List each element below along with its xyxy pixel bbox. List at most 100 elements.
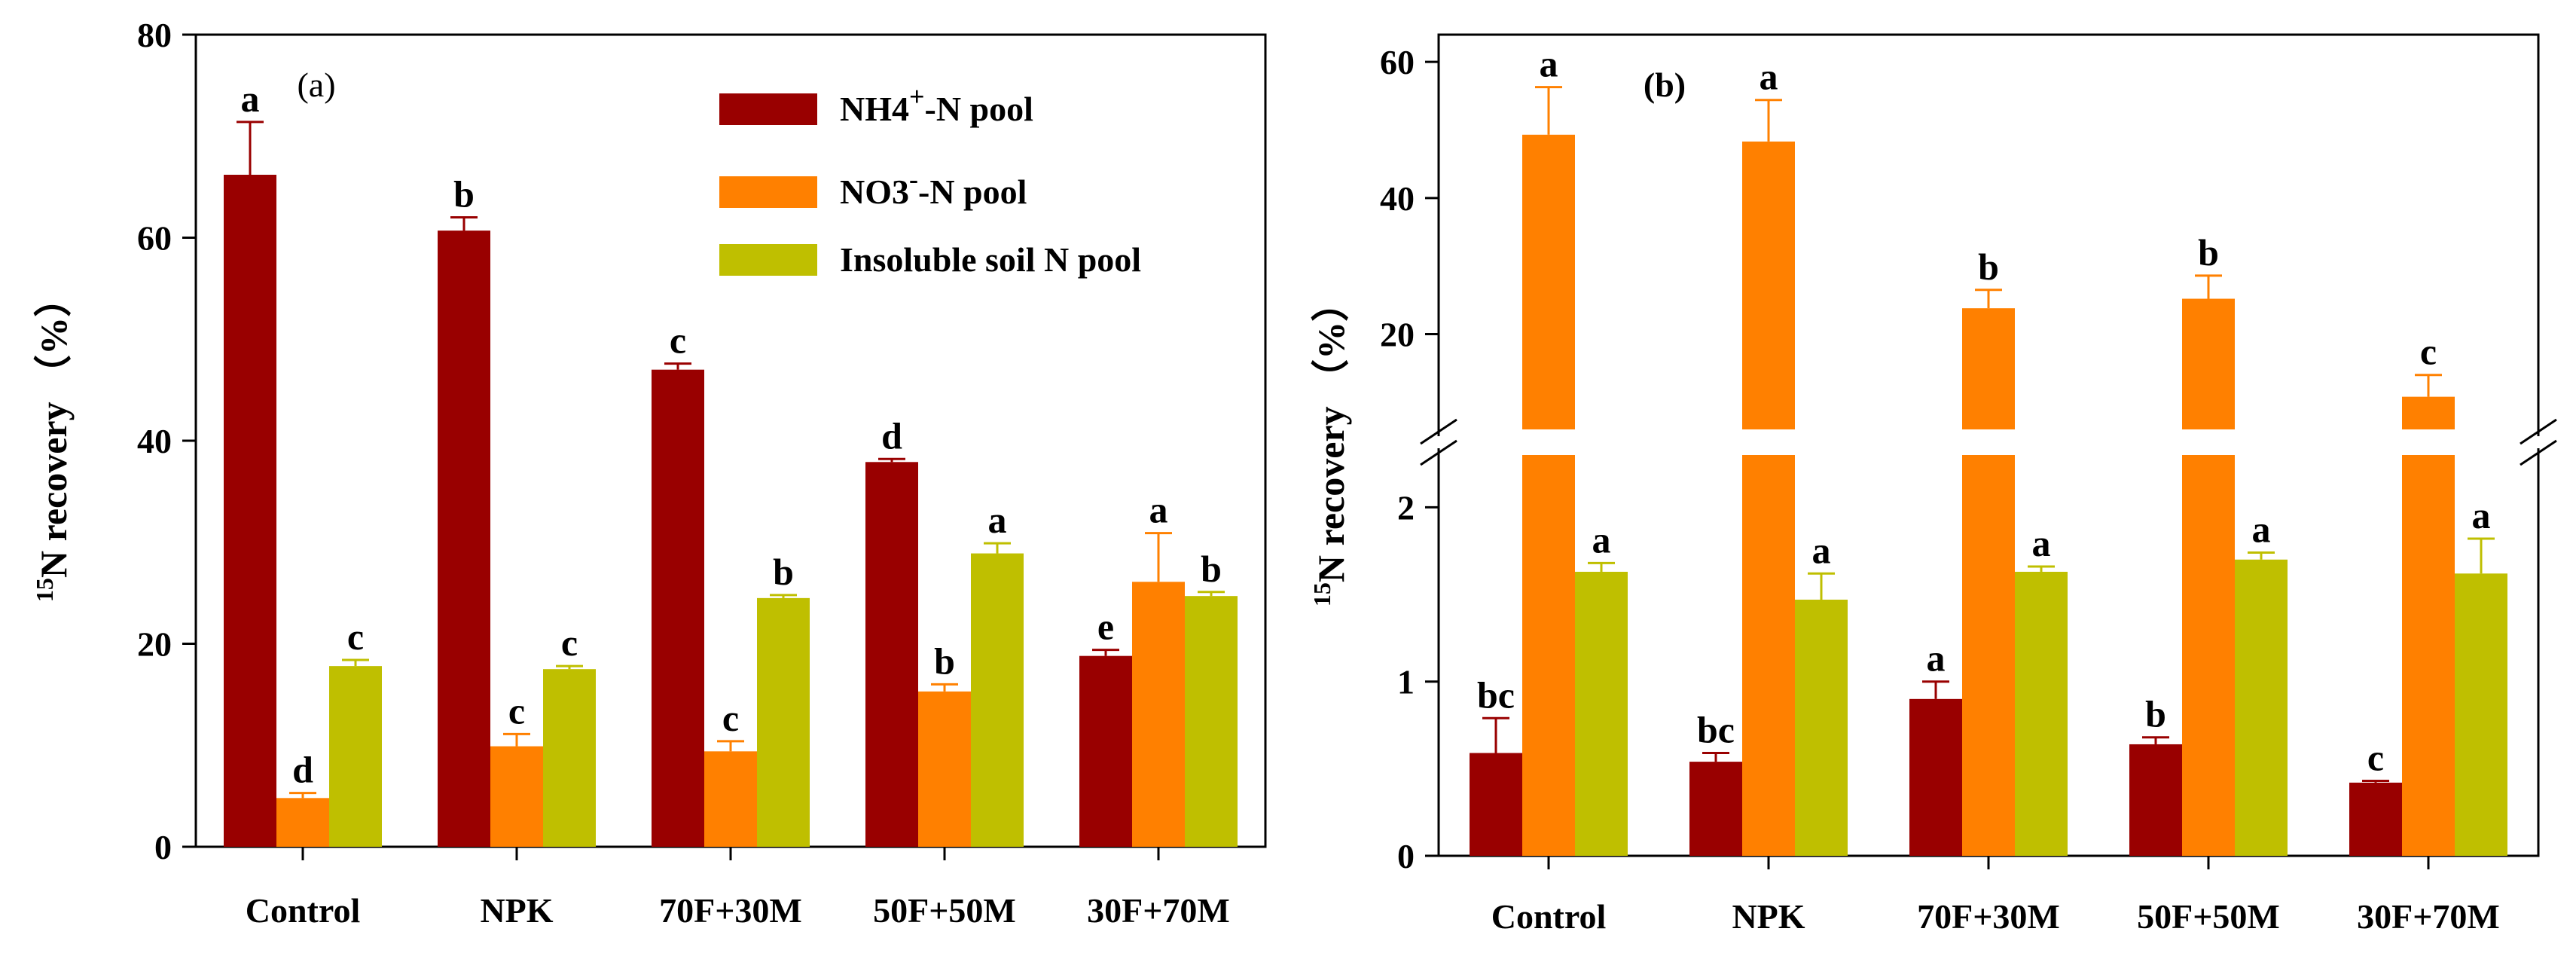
bar-b-1-2-lower (1962, 455, 2015, 856)
sig-letter-b-0-0: bc (1477, 674, 1515, 716)
y-tick-label-b-lower-2: 2 (1397, 488, 1415, 527)
bar-b-2-4 (2455, 573, 2507, 856)
bar-b-2-3 (2235, 559, 2288, 856)
legend-label-1-sup: - (909, 164, 918, 194)
bar-a-2-0 (329, 666, 382, 847)
legend-label-1-suffix: -N pool (918, 173, 1027, 211)
x-tick-label-b-1: NPK (1732, 897, 1805, 936)
bar-b-2-0 (1575, 571, 1628, 856)
y-tick-label-a-0: 0 (154, 828, 172, 866)
bar-b-0-4 (2349, 782, 2402, 856)
legend-label-2: Insoluble soil N pool (840, 240, 1141, 279)
bar-a-2-2 (757, 597, 810, 847)
sig-letter-a-0-1: b (453, 173, 475, 215)
bar-a-0-3 (865, 462, 918, 847)
sig-letter-a-2-0: c (347, 615, 364, 658)
axis-break-mark-1-bottom (2520, 439, 2557, 466)
legend-label-0-main: NH4 (840, 90, 909, 128)
x-tick-label-b-3: 50F+50M (2137, 897, 2280, 936)
axis-break-mark-0-bottom (1420, 439, 1457, 466)
bar-a-2-1 (543, 669, 596, 847)
bar-b-0-2 (1909, 698, 1962, 856)
bar-b-1-4-upper (2402, 396, 2455, 429)
bar-a-1-0 (276, 798, 329, 847)
x-tick-label-a-1: NPK (480, 891, 553, 930)
bar-a-2-4 (1185, 596, 1238, 847)
bar-b-1-4-lower (2402, 455, 2455, 856)
bar-b-1-0-lower (1522, 455, 1575, 856)
bar-b-0-3 (2129, 744, 2182, 856)
legend-label-1: NO3--N pool (840, 164, 1027, 211)
sig-letter-b-0-2: a (1927, 637, 1946, 680)
legend-label-2-main: Insoluble soil N pool (840, 240, 1141, 279)
y-tick-label-a-4: 80 (137, 16, 172, 54)
y-tick-label-b-lower-0: 0 (1397, 837, 1415, 875)
axis-break-mark-1-top (2520, 418, 2557, 445)
y-axis-label-b: 15N recovery （%） (1308, 284, 1352, 606)
sig-letter-b-2-2: a (2032, 522, 2051, 564)
bar-b-1-2-upper (1962, 308, 2015, 429)
bar-b-0-1 (1689, 762, 1742, 856)
bar-b-1-1-upper (1742, 141, 1795, 430)
legend-label-0: NH4+-N pool (840, 81, 1033, 128)
legend-label-0-suffix: -N pool (925, 90, 1033, 128)
sig-letter-a-0-0: a (241, 78, 260, 120)
sig-letter-a-0-4: e (1097, 606, 1114, 648)
axis-break-gap (1409, 436, 2568, 448)
x-tick-label-a-3: 50F+50M (873, 891, 1016, 930)
x-tick-label-a-4: 30F+70M (1087, 891, 1230, 930)
x-tick-label-b-4: 30F+70M (2357, 897, 2500, 936)
legend-swatch-0 (719, 93, 817, 125)
sig-letter-a-2-2: b (773, 551, 794, 593)
sig-letter-b-2-0: a (1592, 518, 1611, 560)
x-tick-label-a-0: Control (246, 891, 361, 930)
legend-label-1-main: NO3 (840, 173, 909, 211)
sig-letter-b-1-1: a (1760, 56, 1778, 98)
sig-letter-b-2-4: a (2472, 494, 2491, 536)
y-axis-label-a: 15N recovery （%） (31, 279, 75, 602)
bar-b-0-0 (1470, 753, 1522, 856)
sig-letter-a-1-0: d (292, 749, 313, 791)
axis-break-mark-0-top (1420, 418, 1457, 445)
bar-a-1-1 (490, 746, 543, 847)
bar-b-1-1-lower (1742, 455, 1795, 856)
sig-letter-a-1-2: c (722, 697, 739, 739)
x-tick-label-a-2: 70F+30M (659, 891, 802, 930)
bar-a-0-2 (652, 369, 704, 847)
panel-label-a: (a) (297, 66, 335, 104)
legend-swatch-1 (719, 176, 817, 208)
x-tick-label-b-2: 70F+30M (1917, 897, 2060, 936)
y-tick-label-b-upper-2: 60 (1380, 43, 1415, 81)
y-tick-label-a-1: 20 (137, 625, 172, 664)
y-tick-label-a-2: 40 (137, 422, 172, 460)
legend-label-0-sup: + (909, 81, 925, 111)
bar-b-1-0-upper (1522, 134, 1575, 430)
bar-a-0-0 (224, 174, 276, 847)
bar-b-2-2 (2015, 571, 2068, 856)
x-tick-label-b-0: Control (1491, 897, 1607, 936)
y-axis-label-b-text: N recovery （%） (1310, 284, 1352, 582)
y-tick-label-b-upper-0: 20 (1380, 316, 1415, 354)
sig-letter-b-0-3: b (2145, 693, 2166, 735)
bar-a-1-4 (1132, 582, 1185, 847)
sig-letter-a-1-4: a (1149, 489, 1168, 531)
legend-swatch-2 (719, 244, 817, 276)
y-tick-label-a-3: 60 (137, 219, 172, 258)
y-tick-label-b-upper-1: 40 (1380, 179, 1415, 218)
sig-letter-a-2-4: b (1201, 548, 1222, 590)
y-tick-label-b-lower-1: 1 (1397, 663, 1415, 701)
sig-letter-b-1-3: b (2198, 231, 2219, 273)
sig-letter-b-0-4: c (2367, 737, 2384, 779)
y-axis-label-b-sup: 15 (1308, 582, 1335, 606)
bar-a-1-2 (704, 751, 757, 847)
sig-letter-a-2-1: c (561, 622, 578, 664)
bar-b-1-3-lower (2182, 455, 2235, 856)
sig-letter-a-1-3: b (934, 640, 955, 682)
sig-letter-a-0-3: d (881, 414, 902, 457)
bar-a-0-1 (438, 231, 490, 847)
bar-a-1-3 (918, 691, 971, 847)
bar-a-0-4 (1079, 655, 1132, 847)
y-axis-label-a-sup: 15 (31, 578, 58, 602)
